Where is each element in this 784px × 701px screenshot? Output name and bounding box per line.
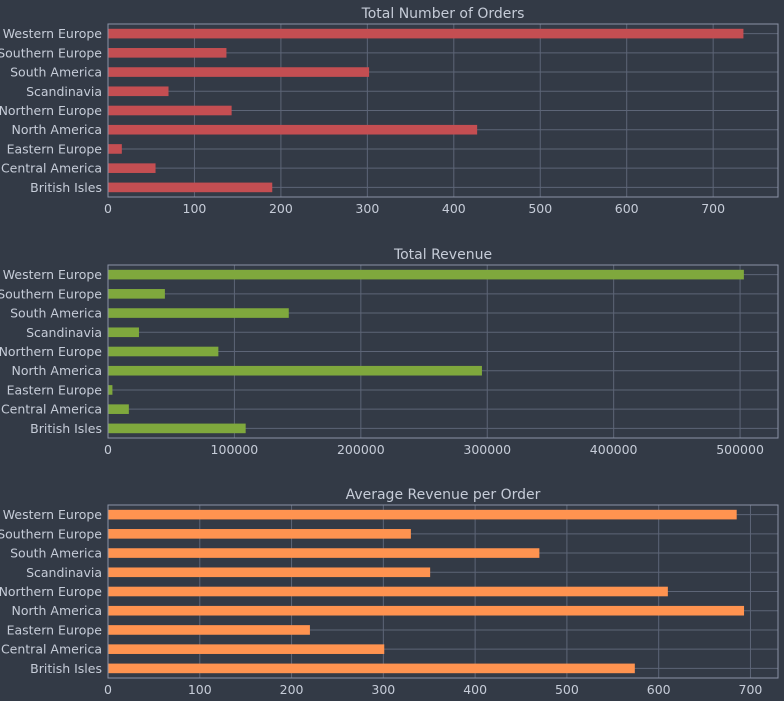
bar-north-america: [108, 365, 482, 376]
bar-western-europe: [108, 269, 744, 280]
y-tick-label: South America: [10, 546, 102, 561]
plot-frame: [107, 264, 779, 439]
x-tick-label: 700: [701, 201, 725, 216]
chart-title: Total Number of Orders: [361, 6, 525, 22]
y-tick-label: Western Europe: [3, 26, 103, 41]
x-tick-label: 200: [269, 201, 293, 216]
x-tick-label: 500: [528, 201, 552, 216]
chart-title: Total Revenue: [393, 247, 492, 263]
bar-eastern-europe: [108, 144, 122, 154]
y-tick-label: North America: [12, 122, 103, 137]
bar-british-isles: [108, 663, 635, 674]
bar-central-america: [108, 404, 129, 414]
bar-scandinavia: [108, 86, 169, 97]
bar-british-isles: [108, 423, 246, 434]
bar-central-america: [108, 644, 385, 654]
y-tick-label: Northern Europe: [0, 103, 102, 118]
plot-frame: [107, 504, 779, 679]
bar-scandinavia: [108, 567, 431, 578]
x-tick-label: 600: [615, 201, 639, 216]
y-tick-label: Western Europe: [3, 267, 103, 282]
y-tick-label: Scandinavia: [26, 565, 102, 580]
y-tick-label: British Isles: [30, 421, 102, 436]
bar-southern-europe: [108, 529, 411, 539]
x-tick-label: 100: [183, 201, 207, 216]
y-tick-label: Northern Europe: [0, 344, 102, 359]
y-tick-label: Central America: [1, 161, 102, 176]
x-tick-label: 400000: [590, 442, 638, 457]
x-tick-label: 700: [739, 682, 763, 697]
x-tick-label: 400: [463, 682, 487, 697]
y-tick-label: North America: [12, 363, 103, 378]
bar-central-america: [108, 163, 156, 173]
bar-southern-europe: [108, 48, 227, 58]
bar-western-europe: [108, 509, 737, 520]
bar-northern-europe: [108, 346, 219, 357]
x-tick-label: 500: [555, 682, 579, 697]
y-tick-label: Western Europe: [3, 507, 103, 522]
x-tick-label: 100000: [211, 442, 259, 457]
bar-south-america: [108, 67, 370, 77]
bar-british-isles: [108, 182, 273, 193]
x-tick-label: 200000: [337, 442, 385, 457]
y-tick-label: Scandinavia: [26, 325, 102, 340]
bar-northern-europe: [108, 586, 668, 597]
y-tick-label: Northern Europe: [0, 584, 102, 599]
y-tick-label: Southern Europe: [0, 286, 102, 301]
x-tick-label: 400: [442, 201, 466, 216]
y-tick-label: Central America: [1, 402, 102, 417]
bar-southern-europe: [108, 289, 165, 299]
bar-north-america: [108, 124, 478, 135]
y-tick-label: Eastern Europe: [7, 382, 103, 397]
x-tick-label: 100: [188, 682, 212, 697]
bar-western-europe: [108, 28, 744, 39]
chart-1: 0 100 200 300 400 500 600 700 Western Europe Sout…: [0, 6, 779, 216]
bar-eastern-europe: [108, 385, 113, 395]
bar-scandinavia: [108, 327, 139, 338]
x-tick-label: 0: [104, 442, 112, 457]
y-tick-label: Eastern Europe: [7, 622, 103, 637]
y-tick-label: British Isles: [30, 180, 102, 195]
y-tick-label: North America: [12, 603, 103, 618]
y-tick-label: Eastern Europe: [7, 141, 103, 156]
x-tick-label: 600: [647, 682, 671, 697]
bar-eastern-europe: [108, 625, 310, 635]
y-tick-label: Southern Europe: [0, 45, 102, 60]
x-tick-label: 500000: [716, 442, 764, 457]
plot-frame: [107, 23, 779, 198]
y-tick-label: Scandinavia: [26, 84, 102, 99]
y-tick-label: South America: [10, 306, 102, 321]
chart-2: 0 100000 200000 300000 400000 500000 Western E…: [0, 247, 779, 457]
bar-northern-europe: [108, 105, 232, 116]
y-tick-label: South America: [10, 65, 102, 80]
bar-south-america: [108, 548, 540, 558]
x-tick-label: 0: [104, 682, 112, 697]
bar-south-america: [108, 308, 289, 318]
x-tick-label: 300: [355, 201, 379, 216]
x-tick-label: 0: [104, 201, 112, 216]
y-tick-label: Central America: [1, 642, 102, 657]
chart-3: 0 100 200 300 400 500 600 700 Western Europe Sout…: [0, 487, 779, 697]
chart-title: Average Revenue per Order: [346, 487, 541, 503]
x-tick-label: 300: [371, 682, 395, 697]
y-tick-label: British Isles: [30, 661, 102, 676]
x-tick-label: 300000: [463, 442, 511, 457]
x-tick-label: 200: [280, 682, 304, 697]
bar-north-america: [108, 605, 745, 616]
y-tick-label: Southern Europe: [0, 526, 102, 541]
